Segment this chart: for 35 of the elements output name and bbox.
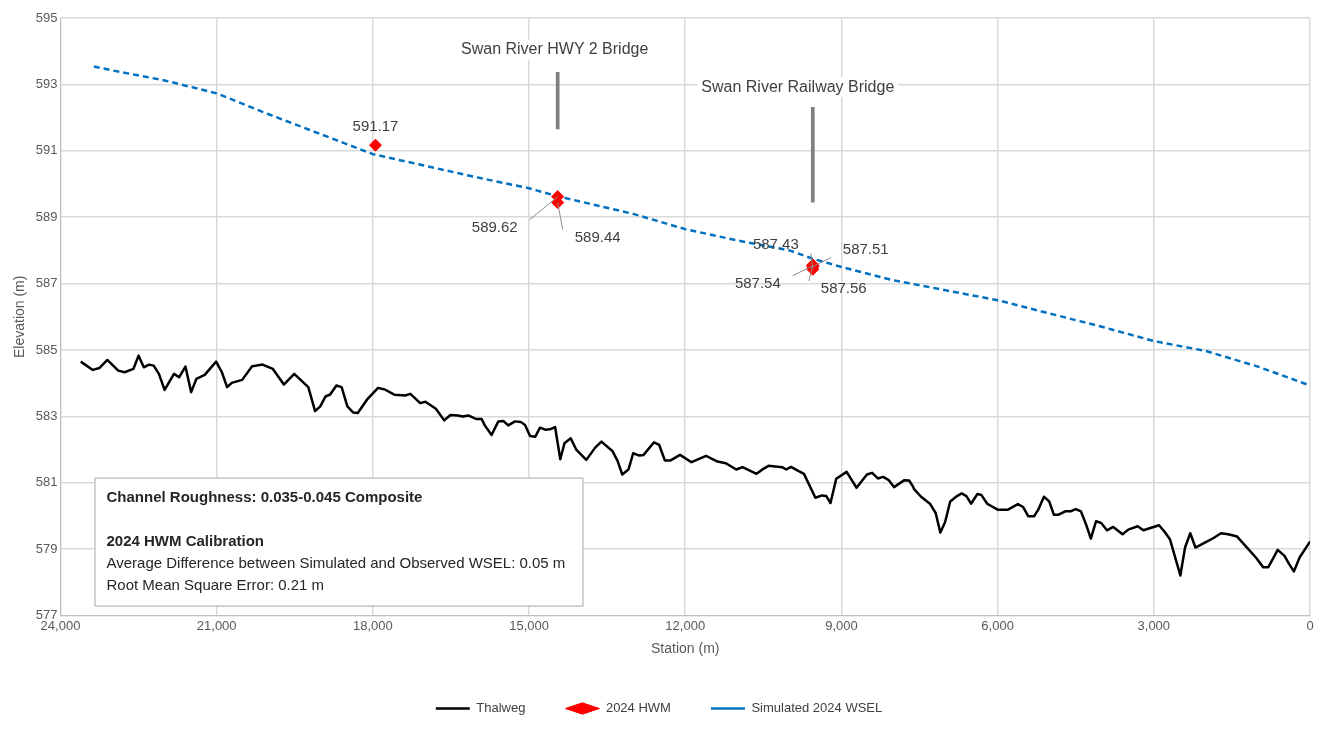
x-tick-label: 21,000 [196, 617, 237, 633]
legend-label: 2024 HWM [605, 700, 671, 716]
data-label: 591.17 [352, 117, 399, 135]
y-tick-label: 589 [35, 208, 58, 224]
data-label: 587.56 [820, 279, 867, 297]
y-tick-label: 581 [35, 474, 58, 490]
data-label: 589.44 [574, 227, 621, 245]
y-tick-label: 579 [35, 540, 58, 556]
data-label: 587.51 [842, 239, 889, 257]
annotation: Average Difference between Simulated and Observed WSEL: 0.05 m [106, 553, 566, 571]
x-tick-label: 3,000 [1137, 617, 1171, 633]
y-tick-label: 583 [35, 407, 58, 423]
annotation: Swan River HWY 2 Bridge [461, 39, 649, 57]
annotation: Root Mean Square Error: 0.21 m [106, 575, 325, 593]
x-tick-label: 6,000 [981, 617, 1014, 633]
annotation: 2024 HWM Calibration [106, 531, 265, 549]
x-tick-label: 0 [1306, 617, 1314, 633]
y-tick-label: 593 [35, 75, 58, 91]
data-label: 587.54 [734, 273, 781, 291]
data-label: 587.43 [752, 235, 799, 253]
annotation: Channel Roughness: 0.035-0.045 Composite [106, 487, 423, 505]
x-axis-title: Station (m) [651, 640, 720, 657]
y-tick-label: 595 [35, 9, 58, 25]
y-tick-label: 587 [35, 275, 58, 291]
legend-label: Thalweg [476, 700, 526, 716]
y-tick-label: 585 [35, 341, 58, 357]
x-tick-label: 15,000 [509, 617, 549, 633]
y-axis-title: Elevation (m) [11, 275, 28, 359]
x-tick-label: 18,000 [352, 617, 393, 633]
data-label: 589.62 [471, 217, 518, 235]
x-tick-label: 12,000 [665, 617, 706, 633]
annotation: Swan River Railway Bridge [701, 77, 895, 95]
legend-label: Simulated 2024 WSEL [751, 700, 883, 716]
x-tick-label: 9,000 [825, 617, 858, 633]
y-tick-label: 591 [35, 142, 58, 158]
